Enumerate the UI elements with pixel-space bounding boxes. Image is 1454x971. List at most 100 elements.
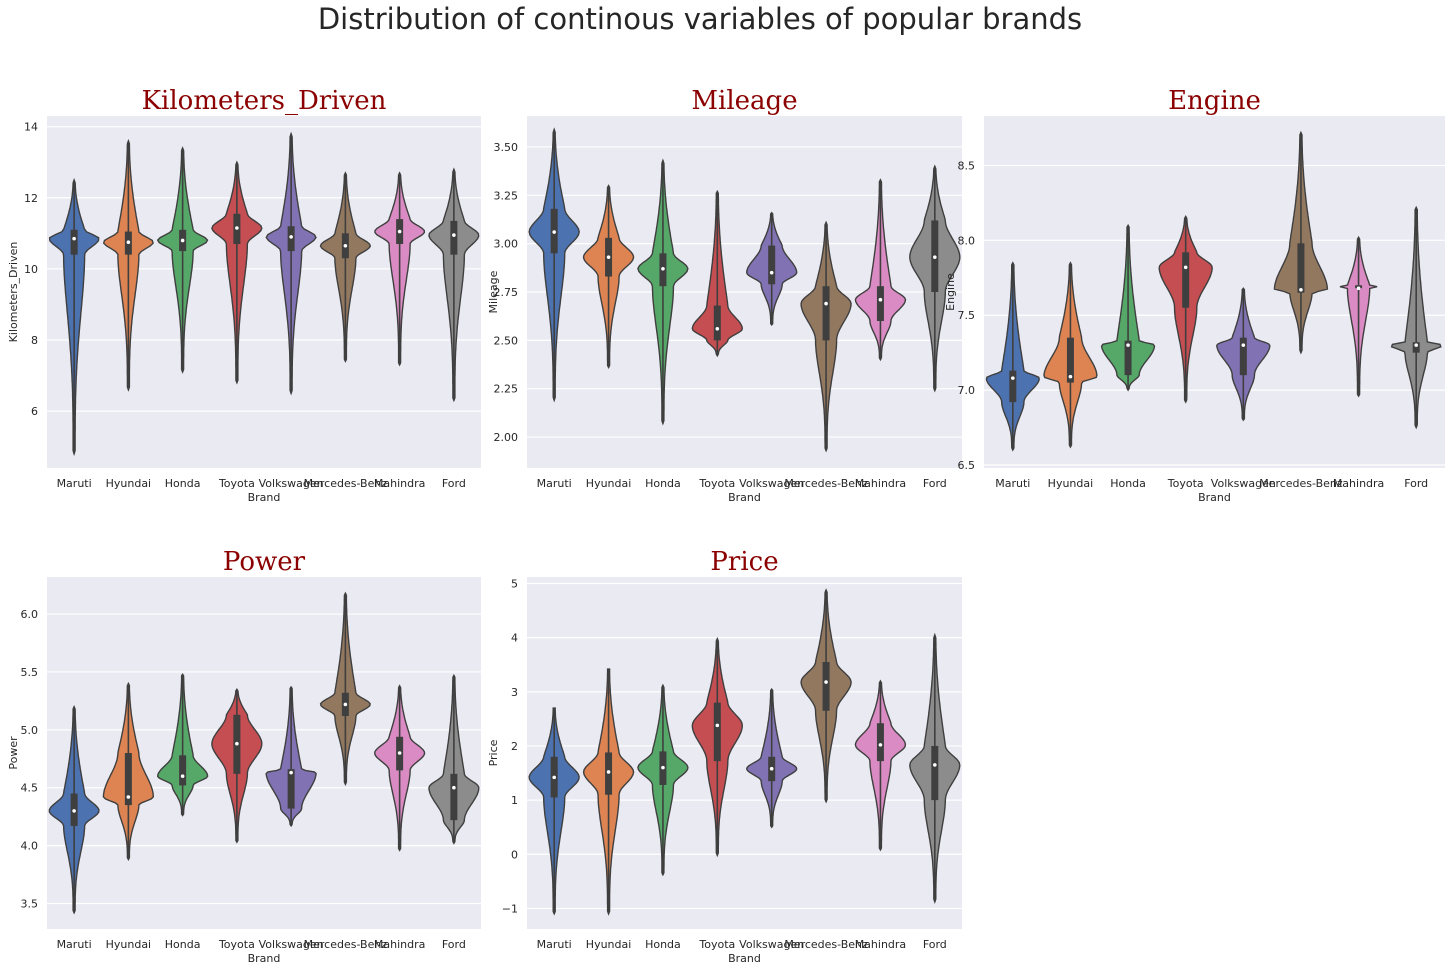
median-point-ford (933, 763, 937, 767)
x-tick-label: Maruti (57, 938, 92, 951)
panel-title: Kilometers_Driven (142, 86, 387, 116)
x-axis-label: Brand (728, 952, 761, 965)
x-tick-label: Mahindra (855, 477, 906, 490)
x-axis-label: Brand (248, 952, 281, 965)
iqr-box-maruti (70, 229, 78, 255)
x-tick-label: Hyundai (586, 938, 632, 951)
iqr-box-honda (179, 755, 187, 786)
median-point-mercedes-benz (824, 680, 828, 684)
y-tick-label: 14 (24, 121, 38, 134)
median-point-hyundai (606, 770, 611, 774)
panel-5: −1 0 1 2 3 4 5 Maruti Hyundai Honda Toyota Volkswag… (487, 547, 962, 965)
median-point-mahindra (878, 743, 883, 747)
median-point-ford (452, 233, 456, 237)
iqr-box-ford (450, 773, 458, 821)
y-tick-label: 7.5 (958, 309, 976, 322)
y-tick-label: 8 (31, 334, 38, 347)
y-tick-label: −1 (502, 902, 518, 915)
panel-title: Power (223, 547, 306, 577)
x-tick-label: Hyundai (586, 477, 632, 490)
x-tick-label: Toyota (1167, 477, 1204, 490)
iqr-box-mahindra (876, 723, 884, 762)
median-point-mahindra (878, 297, 883, 302)
iqr-box-mahindra (876, 286, 884, 322)
panel-1: 6 8 10 12 14 Maruti Hyundai Honda Toyota Volkswag… (7, 86, 481, 504)
median-point-mercedes-benz (343, 243, 348, 248)
iqr-box-maruti (1009, 370, 1017, 403)
y-axis-label: Power (7, 736, 20, 770)
median-point-mercedes-benz (343, 702, 348, 707)
iqr-box-mercedes-benz (822, 662, 830, 711)
y-tick-label: 12 (24, 192, 38, 205)
y-tick-label: 3.50 (494, 141, 519, 154)
x-tick-label: Mercedes-Benz (784, 938, 868, 951)
median-point-volkswagen (289, 235, 293, 239)
iqr-box-volkswagen (1239, 337, 1247, 376)
iqr-box-toyota (1182, 252, 1190, 308)
y-tick-label: 2.25 (494, 383, 519, 396)
y-tick-label: 2.00 (494, 431, 519, 444)
iqr-box-hyundai (124, 753, 132, 806)
x-tick-label: Hyundai (106, 477, 152, 490)
median-point-honda (180, 238, 185, 243)
x-tick-label: Ford (442, 477, 466, 490)
iqr-box-toyota (713, 305, 721, 341)
iqr-box-ford (931, 745, 939, 801)
median-point-toyota (715, 326, 720, 331)
iqr-box-hyundai (1066, 337, 1074, 383)
y-tick-label: 0 (511, 848, 518, 861)
x-tick-label: Honda (645, 477, 681, 490)
x-tick-label: Toyota (218, 938, 255, 951)
iqr-box-ford (450, 220, 458, 255)
median-point-hyundai (126, 795, 131, 799)
y-tick-label: 6.0 (21, 608, 39, 621)
x-tick-label: Ford (923, 938, 947, 951)
x-tick-label: Volkswagen (739, 477, 804, 490)
y-tick-label: 4.5 (21, 782, 39, 795)
median-point-mercedes-benz (824, 301, 828, 306)
median-point-honda (1126, 343, 1130, 347)
y-tick-label: 4 (511, 632, 518, 645)
y-tick-label: 1 (511, 794, 518, 807)
x-tick-label: Hyundai (106, 938, 152, 951)
median-point-maruti (552, 230, 556, 234)
iqr-box-toyota (713, 702, 721, 762)
y-axis-label: Price (487, 739, 500, 766)
median-point-toyota (235, 226, 239, 230)
median-point-toyota (715, 723, 720, 728)
y-tick-label: 2.50 (494, 334, 519, 347)
x-tick-label: Maruti (537, 477, 572, 490)
x-axis-label: Brand (1198, 491, 1231, 504)
x-tick-label: Mercedes-Benz (784, 477, 868, 490)
y-tick-label: 3.25 (494, 189, 519, 202)
x-tick-label: Mahindra (374, 477, 425, 490)
median-point-toyota (1183, 265, 1188, 270)
median-point-ford (1414, 343, 1418, 347)
y-tick-label: 5.0 (21, 724, 39, 737)
panel-title: Price (710, 547, 778, 577)
median-point-honda (180, 774, 185, 778)
x-tick-label: Toyota (218, 477, 255, 490)
x-axis-label: Brand (248, 491, 281, 504)
plot-area (984, 116, 1445, 468)
y-axis-label: Engine (944, 273, 957, 311)
y-tick-label: 2.75 (494, 286, 519, 299)
x-axis-label: Brand (728, 491, 761, 504)
x-tick-label: Mahindra (1333, 477, 1384, 490)
median-point-maruti (72, 236, 76, 241)
panel-title: Mileage (691, 86, 797, 116)
y-tick-label: 8.0 (958, 234, 976, 247)
y-axis-label: Kilometers_Driven (7, 242, 20, 343)
x-tick-label: Volkswagen (1211, 477, 1276, 490)
x-tick-label: Volkswagen (739, 938, 804, 951)
x-tick-label: Honda (165, 477, 201, 490)
x-tick-label: Maruti (57, 477, 92, 490)
x-tick-label: Mercedes-Benz (304, 938, 388, 951)
y-axis-label: Mileage (487, 270, 500, 313)
x-tick-label: Ford (923, 477, 947, 490)
x-tick-label: Hyundai (1048, 477, 1094, 490)
median-point-honda (661, 765, 665, 770)
y-tick-label: 7.0 (958, 384, 976, 397)
y-tick-label: 3.00 (494, 238, 519, 251)
